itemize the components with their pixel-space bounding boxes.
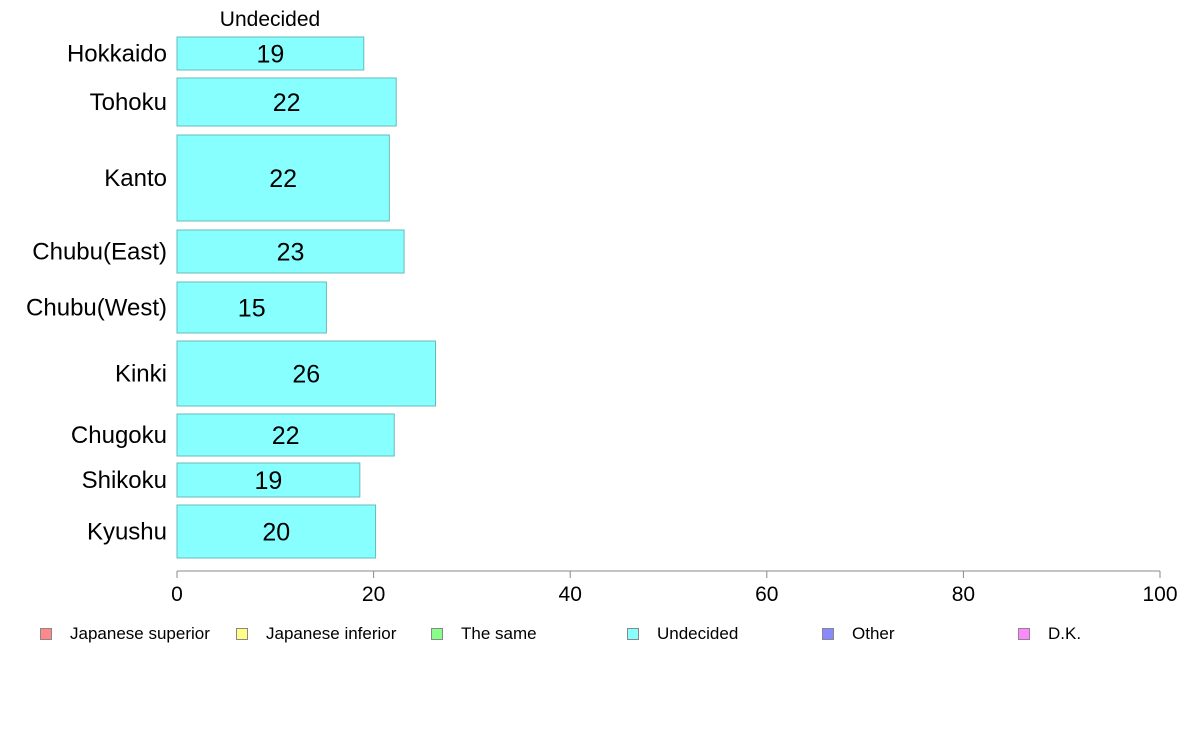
legend-swatch [40, 628, 52, 640]
bar [176, 134, 390, 222]
data-label: 19 [256, 41, 284, 69]
chart-title: Undecided [220, 8, 320, 31]
legend-item-dk: D.K. [1018, 624, 1081, 644]
bar [176, 229, 405, 274]
legend-item-the-same: The same [431, 624, 537, 644]
data-label: 22 [269, 165, 297, 193]
legend-label: D.K. [1048, 624, 1082, 643]
x-axis: 0 20 40 60 80 100 [171, 570, 1178, 606]
x-tick-label: 40 [559, 583, 582, 606]
category-label: Kinki [115, 361, 167, 388]
data-label: 20 [262, 519, 290, 547]
legend: Japanese superior Japanese inferior The … [0, 624, 1188, 644]
legend-label: Undecided [657, 624, 739, 643]
category-label: Hokkaido [67, 41, 167, 68]
bar-chart: Undecided Hokkaido 19 Tohoku 22 Kanto 22 Chubu… [26, 8, 1178, 606]
legend-swatch [236, 628, 248, 640]
x-tick-label: 60 [755, 583, 778, 606]
bar [176, 36, 365, 71]
legend-label: Other [852, 624, 895, 643]
category-label: Shikoku [82, 467, 167, 494]
data-label: 22 [273, 89, 301, 117]
data-label: 15 [238, 295, 266, 323]
legend-label: Japanese inferior [266, 624, 397, 643]
data-label: 22 [272, 422, 300, 450]
category-label: Chubu(West) [26, 295, 167, 322]
bars: Hokkaido 19 Tohoku 22 Kanto 22 Chubu(East) 23 Ch… [26, 36, 437, 559]
category-label: Chugoku [71, 422, 167, 449]
legend-item-japanese-inferior: Japanese inferior [236, 624, 396, 644]
category-label: Kanto [104, 165, 167, 192]
x-tick-label: 20 [362, 583, 385, 606]
legend-swatch [822, 628, 834, 640]
legend-swatch [627, 628, 639, 640]
legend-label: Japanese superior [70, 624, 210, 643]
bar [176, 340, 437, 407]
legend-item-other: Other [822, 624, 895, 644]
legend-label: The same [461, 624, 537, 643]
legend-item-japanese-superior: Japanese superior [40, 624, 210, 644]
category-label: Chubu(East) [32, 239, 167, 266]
category-label: Kyushu [87, 519, 167, 546]
x-tick-label: 100 [1142, 583, 1177, 606]
data-label: 19 [255, 467, 283, 495]
bar [176, 413, 395, 457]
data-label: 23 [277, 239, 305, 267]
bar [176, 77, 397, 127]
bar [176, 504, 377, 559]
x-tick-label: 0 [171, 583, 183, 606]
legend-item-undecided: Undecided [627, 624, 738, 644]
bar [176, 462, 361, 498]
bar [176, 281, 327, 334]
x-tick-label: 80 [952, 583, 975, 606]
category-label: Tohoku [90, 89, 167, 116]
legend-swatch [431, 628, 443, 640]
data-label: 26 [292, 361, 320, 389]
legend-swatch [1018, 628, 1030, 640]
